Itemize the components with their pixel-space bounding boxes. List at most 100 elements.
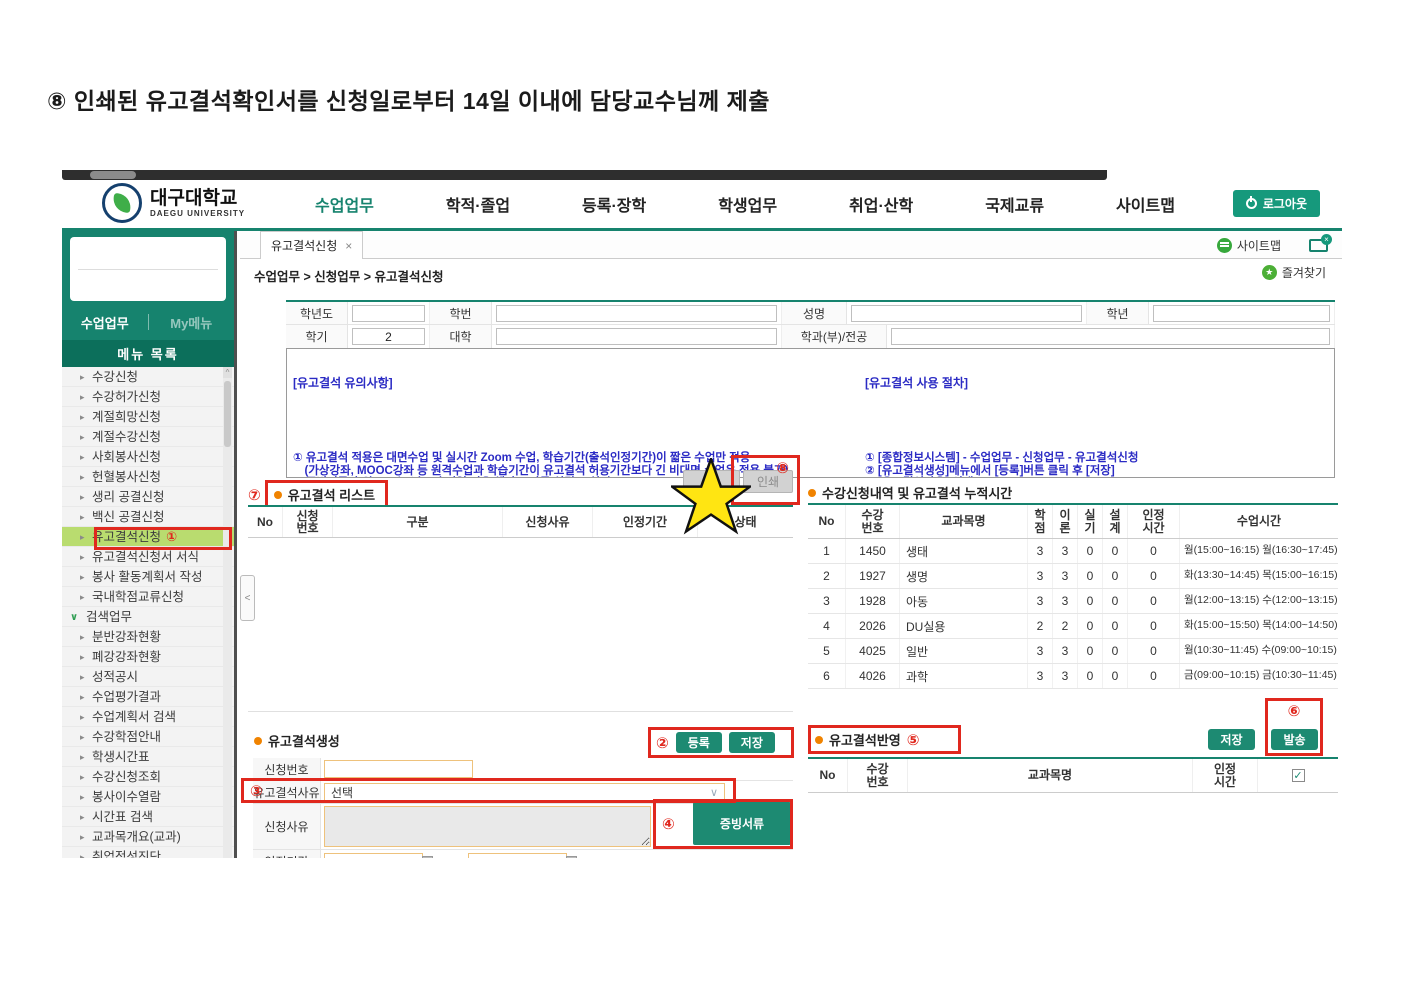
course-theory: 3	[1053, 564, 1078, 588]
annotation-number: ①	[166, 529, 178, 544]
sidebar-menu-item[interactable]: 봉사 활동계획서 작성	[62, 567, 234, 587]
sidebar-menu-item[interactable]: 수강학점안내	[62, 727, 234, 747]
scrollbar-thumb[interactable]	[224, 381, 231, 447]
sidebar-scrollbar[interactable]: ^	[223, 367, 232, 858]
sitemap-label: 사이트맵	[1236, 238, 1281, 253]
create-title: 유고결석생성	[268, 734, 340, 749]
sidebar-menu-item[interactable]: 수업계획서 검색	[62, 707, 234, 727]
calendar-icon[interactable]	[422, 856, 433, 858]
course-row[interactable]: 4 2026 DU실용 2 2 0 0 0 화(15:00~15:50) 목(1…	[808, 614, 1338, 639]
scroll-up-arrow-icon[interactable]: ^	[223, 367, 232, 378]
course-code: 4026	[846, 664, 900, 688]
select-all-checkbox[interactable]: ✓	[1291, 769, 1305, 782]
sidebar-item-label: 봉사이수열람	[92, 790, 162, 804]
sidebar-menu-item[interactable]: 수강신청	[62, 367, 234, 387]
course-code: 1928	[846, 589, 900, 613]
logout-button[interactable]: 로그아웃	[1232, 190, 1320, 217]
annotation-number-5: ⑤	[906, 731, 920, 749]
request-no-input[interactable]	[324, 760, 473, 778]
notice-procedure-title: [유고결석 사용 절차]	[865, 375, 968, 390]
column-header: No	[808, 505, 846, 538]
sidebar-tab-mymenu[interactable]: My메뉴	[170, 315, 213, 331]
sidebar-item-label: 시간표 검색	[92, 810, 153, 824]
sidebar-menu-item[interactable]: 국내학점교류신청	[62, 587, 234, 607]
course-row[interactable]: 6 4026 과학 3 3 0 0 0 금(09:00~10:15) 금(10:…	[808, 664, 1338, 689]
print-button[interactable]: 인쇄	[743, 470, 793, 493]
sidebar-menu-item[interactable]: 헌혈봉사신청	[62, 467, 234, 487]
course-row[interactable]: 3 1928 아동 3 3 0 0 0 월(12:00~13:15) 수(12:…	[808, 589, 1338, 614]
sidebar-menu-item[interactable]: 유고결석신청 ①	[62, 527, 234, 547]
sidebar-menu-item[interactable]: 교과목개요(교과)	[62, 827, 234, 847]
create-save-button[interactable]: 저장	[728, 732, 775, 753]
absence-reason-select[interactable]: 선택 ∨	[324, 782, 725, 802]
tab-close-icon[interactable]: ×	[345, 238, 353, 253]
year-input[interactable]	[352, 304, 425, 322]
sidebar-menu-item[interactable]: 백신 공결신청	[62, 507, 234, 527]
top-nav-item[interactable]: 국제교류	[985, 198, 1045, 215]
request-no-label: 신청번호	[253, 758, 321, 780]
request-detail-textarea[interactable]	[324, 806, 651, 847]
sidebar-collapse-handle[interactable]: <	[240, 575, 255, 621]
sidebar-menu-item[interactable]: 성적공시	[62, 667, 234, 687]
top-nav-item[interactable]: 사이트맵	[1116, 198, 1175, 215]
courses-section-title: 수강신청내역 및 유고결석 누적시간	[808, 483, 1012, 502]
column-header: 인정 시간	[1128, 505, 1180, 538]
period-start-input[interactable]	[324, 852, 423, 858]
sidebar-tab-classwork[interactable]: 수업업무	[80, 315, 129, 331]
sidebar-menu-item[interactable]: 수강신청조회	[62, 767, 234, 787]
course-row[interactable]: 1 1450 생태 3 3 0 0 0 월(15:00~16:15) 월(16:…	[808, 539, 1338, 564]
app-window: 대구대학교 DAEGU UNIVERSITY 수업업무 학적·졸업 등록·장학 …	[62, 170, 1342, 858]
close-window-icon[interactable]	[1309, 233, 1332, 252]
sidebar-menu-item[interactable]: 사회봉사신청	[62, 447, 234, 467]
sidebar-menu-item[interactable]: 학생시간표	[62, 747, 234, 767]
calendar-icon[interactable]	[566, 856, 578, 858]
period-end-input[interactable]	[468, 852, 568, 858]
top-nav: 수업업무 학적·졸업 등록·장학 학생업무 취업·산학 국제교류 사이트맵	[315, 180, 1175, 228]
breadcrumb-row: 수업업무 > 신청업무 > 유고결석신청 ★ 즐겨찾기	[240, 259, 1342, 286]
top-nav-item[interactable]: 취업·산학	[849, 198, 914, 215]
sidebar-menu-item[interactable]: 계절수강신청	[62, 427, 234, 447]
sidebar-menu-item[interactable]: 시간표 검색	[62, 807, 234, 827]
top-nav-item[interactable]: 수업업무	[315, 198, 374, 215]
courses-rows: 1 1450 생태 3 3 0 0 0 월(15:00~16:15) 월(16:…	[808, 539, 1338, 689]
sitemap-link[interactable]: 사이트맵	[1216, 237, 1281, 254]
send-button[interactable]: 발송	[1271, 729, 1318, 750]
course-credit: 2	[1028, 614, 1053, 638]
sidebar-item-label: 국내학점교류신청	[92, 590, 185, 604]
sidebar-menu-item[interactable]: 폐강강좌현황	[62, 647, 234, 667]
sidebar-menu-item[interactable]: 검색업무	[62, 607, 234, 627]
top-nav-item[interactable]: 등록·장학	[582, 198, 647, 215]
menu-arrow-icon	[80, 567, 85, 587]
sidebar-menu-item[interactable]: 취업적성진단	[62, 847, 234, 858]
course-row[interactable]: 2 1927 생명 3 3 0 0 0 화(13:30~14:45) 목(15:…	[808, 564, 1338, 589]
register-button[interactable]: 등록	[675, 732, 722, 753]
top-nav-item[interactable]: 학적·졸업	[445, 198, 511, 215]
university-emblem-icon	[102, 183, 142, 223]
sidebar-menu-item[interactable]: 계절희망신청	[62, 407, 234, 427]
apply-save-button[interactable]: 저장	[1208, 729, 1255, 750]
tab-absence-request[interactable]: 유고결석신청 ×	[260, 231, 364, 259]
term-input[interactable]	[352, 328, 425, 345]
course-row[interactable]: 5 4025 일반 3 3 0 0 0 월(10:30~11:45) 수(09:…	[808, 639, 1338, 664]
course-name: 과학	[900, 664, 1028, 688]
grade-input[interactable]	[1153, 304, 1330, 322]
course-code: 1450	[846, 539, 900, 563]
sidebar-menu-item[interactable]: 분반강좌현황	[62, 627, 234, 647]
sidebar-menu-item[interactable]: 봉사이수열람	[62, 787, 234, 807]
evidence-button[interactable]: 증빙서류	[693, 802, 791, 845]
sidebar-menu-item[interactable]: 수강허가신청	[62, 387, 234, 407]
university-logo: 대구대학교 DAEGU UNIVERSITY	[102, 183, 245, 223]
sidebar-menu-item[interactable]: 유고결석신청서 서식	[62, 547, 234, 567]
name-input[interactable]	[851, 304, 1082, 322]
annotation-box-2: ② 등록 저장	[648, 727, 794, 758]
student-id-input[interactable]	[496, 304, 777, 322]
sidebar-menu-item[interactable]: 수업평가결과	[62, 687, 234, 707]
college-input[interactable]	[496, 328, 777, 345]
user-info-box	[70, 237, 226, 301]
column-header: 구분	[333, 507, 503, 537]
column-header: 신청사유	[503, 507, 593, 537]
favorite-link[interactable]: ★ 즐겨찾기	[1261, 264, 1326, 281]
major-input[interactable]	[891, 328, 1330, 345]
top-nav-item[interactable]: 학생업무	[718, 198, 778, 215]
sidebar-menu-item[interactable]: 생리 공결신청	[62, 487, 234, 507]
